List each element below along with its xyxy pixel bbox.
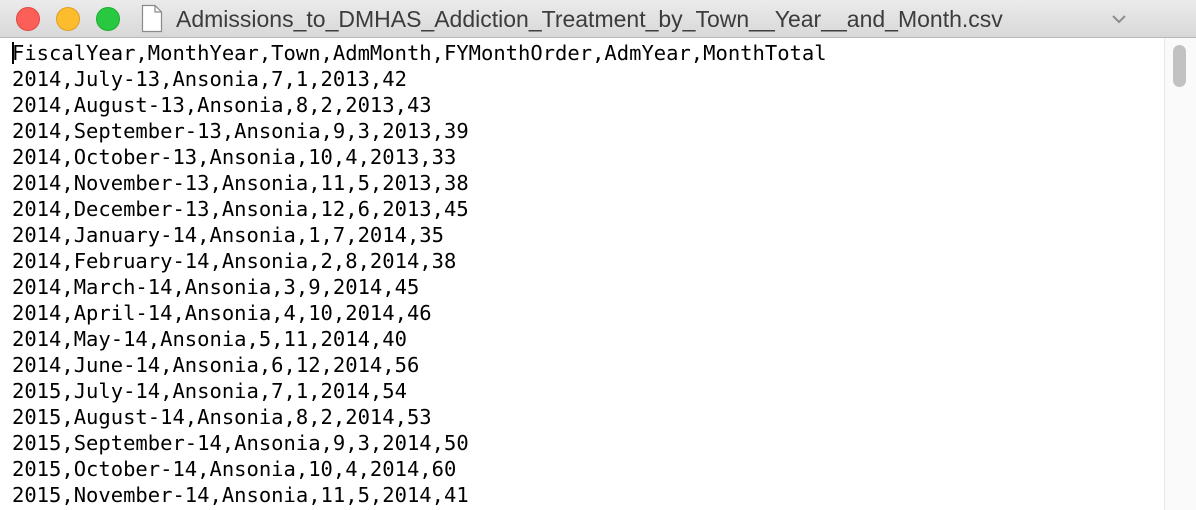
csv-data-line[interactable]: 2014,January-14,Ansonia,1,7,2014,35 xyxy=(12,222,1162,248)
minimize-button[interactable] xyxy=(56,7,80,31)
line-text: 2015,July-14,Ansonia,7,1,2014,54 xyxy=(12,379,407,403)
line-text: 2014,October-13,Ansonia,10,4,2013,33 xyxy=(12,145,457,169)
vertical-scrollbar[interactable] xyxy=(1164,38,1196,510)
line-text: 2014,April-14,Ansonia,4,10,2014,46 xyxy=(12,301,432,325)
chevron-down-icon[interactable] xyxy=(1110,10,1128,28)
zoom-button[interactable] xyxy=(96,7,120,31)
line-text: 2015,September-14,Ansonia,9,3,2014,50 xyxy=(12,431,469,455)
line-text: 2015,November-14,Ansonia,11,5,2014,41 xyxy=(12,483,469,507)
line-text: 2015,October-14,Ansonia,10,4,2014,60 xyxy=(12,457,457,481)
csv-data-line[interactable]: 2014,September-13,Ansonia,9,3,2013,39 xyxy=(12,118,1162,144)
csv-data-line[interactable]: 2014,March-14,Ansonia,3,9,2014,45 xyxy=(12,274,1162,300)
csv-header-line[interactable]: FiscalYear,MonthYear,Town,AdmMonth,FYMon… xyxy=(12,40,1162,66)
document-content[interactable]: FiscalYear,MonthYear,Town,AdmMonth,FYMon… xyxy=(0,38,1196,510)
line-text: 2014,January-14,Ansonia,1,7,2014,35 xyxy=(12,223,444,247)
csv-data-line[interactable]: 2014,November-13,Ansonia,11,5,2013,38 xyxy=(12,170,1162,196)
line-text: 2014,September-13,Ansonia,9,3,2013,39 xyxy=(12,119,469,143)
line-text: FiscalYear,MonthYear,Town,AdmMonth,FYMon… xyxy=(12,41,827,65)
document-icon xyxy=(141,4,163,33)
csv-data-line[interactable]: 2014,July-13,Ansonia,7,1,2013,42 xyxy=(12,66,1162,92)
line-text: 2014,July-13,Ansonia,7,1,2013,42 xyxy=(12,67,407,91)
csv-data-line[interactable]: 2015,October-14,Ansonia,10,4,2014,60 xyxy=(12,456,1162,482)
csv-data-line[interactable]: 2014,May-14,Ansonia,5,11,2014,40 xyxy=(12,326,1162,352)
line-text: 2014,August-13,Ansonia,8,2,2013,43 xyxy=(12,93,432,117)
window-title[interactable]: Admissions_to_DMHAS_Addiction_Treatment_… xyxy=(176,6,1003,32)
csv-data-line[interactable]: 2015,November-14,Ansonia,11,5,2014,41 xyxy=(12,482,1162,508)
csv-data-line[interactable]: 2014,April-14,Ansonia,4,10,2014,46 xyxy=(12,300,1162,326)
csv-data-line[interactable]: 2015,September-14,Ansonia,9,3,2014,50 xyxy=(12,430,1162,456)
csv-data-line[interactable]: 2014,December-13,Ansonia,12,6,2013,45 xyxy=(12,196,1162,222)
csv-data-line[interactable]: 2014,June-14,Ansonia,6,12,2014,56 xyxy=(12,352,1162,378)
line-text: 2014,December-13,Ansonia,12,6,2013,45 xyxy=(12,197,469,221)
text-editor-area[interactable]: FiscalYear,MonthYear,Town,AdmMonth,FYMon… xyxy=(12,40,1162,510)
csv-data-line[interactable]: 2014,February-14,Ansonia,2,8,2014,38 xyxy=(12,248,1162,274)
text-cursor xyxy=(12,42,14,64)
title-bar[interactable]: Admissions_to_DMHAS_Addiction_Treatment_… xyxy=(0,0,1196,38)
csv-data-line[interactable]: 2014,October-13,Ansonia,10,4,2013,33 xyxy=(12,144,1162,170)
line-text: 2014,June-14,Ansonia,6,12,2014,56 xyxy=(12,353,420,377)
csv-data-line[interactable]: 2014,August-13,Ansonia,8,2,2013,43 xyxy=(12,92,1162,118)
csv-data-line[interactable]: 2015,August-14,Ansonia,8,2,2014,53 xyxy=(12,404,1162,430)
line-text: 2014,March-14,Ansonia,3,9,2014,45 xyxy=(12,275,420,299)
line-text: 2014,February-14,Ansonia,2,8,2014,38 xyxy=(12,249,457,273)
line-text: 2014,May-14,Ansonia,5,11,2014,40 xyxy=(12,327,407,351)
line-text: 2015,August-14,Ansonia,8,2,2014,53 xyxy=(12,405,432,429)
close-button[interactable] xyxy=(16,7,40,31)
csv-data-line[interactable]: 2015,July-14,Ansonia,7,1,2014,54 xyxy=(12,378,1162,404)
scrollbar-thumb[interactable] xyxy=(1173,45,1186,87)
line-text: 2014,November-13,Ansonia,11,5,2013,38 xyxy=(12,171,469,195)
